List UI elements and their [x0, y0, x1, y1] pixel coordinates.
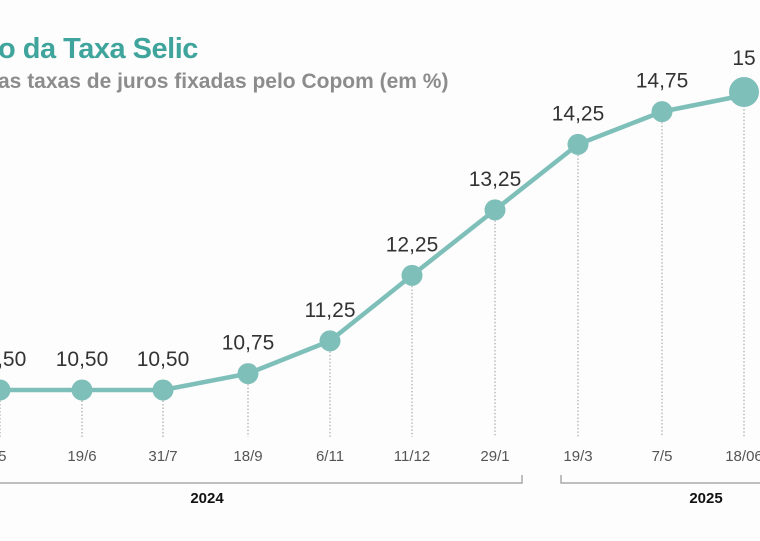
x-tick-label: 18/9	[233, 448, 262, 465]
data-point	[71, 379, 93, 401]
data-point	[567, 133, 589, 155]
year-bracket	[560, 475, 760, 484]
data-label: 10,50	[0, 348, 26, 371]
x-tick-label: 7/5	[652, 448, 673, 465]
data-label: 10,50	[56, 348, 109, 371]
data-point	[401, 264, 423, 286]
data-point	[237, 363, 259, 385]
year-bracket	[0, 475, 523, 484]
data-label: 12,25	[386, 233, 439, 256]
data-label: 15	[732, 47, 755, 70]
data-label: 14,75	[636, 70, 689, 93]
data-point	[729, 77, 759, 107]
data-label: 14,25	[552, 102, 605, 125]
x-tick-label: 29/1	[480, 448, 509, 465]
data-point	[319, 330, 341, 352]
x-tick-label: 19/6	[67, 448, 96, 465]
data-point	[651, 101, 673, 123]
chart-title: o da Taxa Selic	[0, 33, 198, 65]
chart-subtitle: as taxas de juros fixadas pelo Copom (em…	[0, 70, 449, 93]
x-tick-label: 31/7	[148, 448, 177, 465]
x-tick-label: 18/06	[725, 448, 760, 465]
x-tick-label: 19/3	[563, 448, 592, 465]
data-point	[0, 379, 11, 401]
x-tick-label: 6/11	[316, 448, 344, 465]
data-label: 13,25	[469, 168, 522, 191]
data-label: 10,50	[137, 348, 190, 371]
data-label: 10,75	[222, 332, 275, 355]
x-tick-label: 11/12	[394, 448, 430, 465]
data-point	[484, 199, 506, 221]
x-tick-label: 8/5	[0, 448, 6, 465]
series-line	[0, 93, 745, 393]
data-point	[152, 379, 174, 401]
data-label: 11,25	[305, 299, 356, 322]
year-label: 2024	[190, 490, 224, 507]
year-label: 2025	[689, 490, 722, 507]
